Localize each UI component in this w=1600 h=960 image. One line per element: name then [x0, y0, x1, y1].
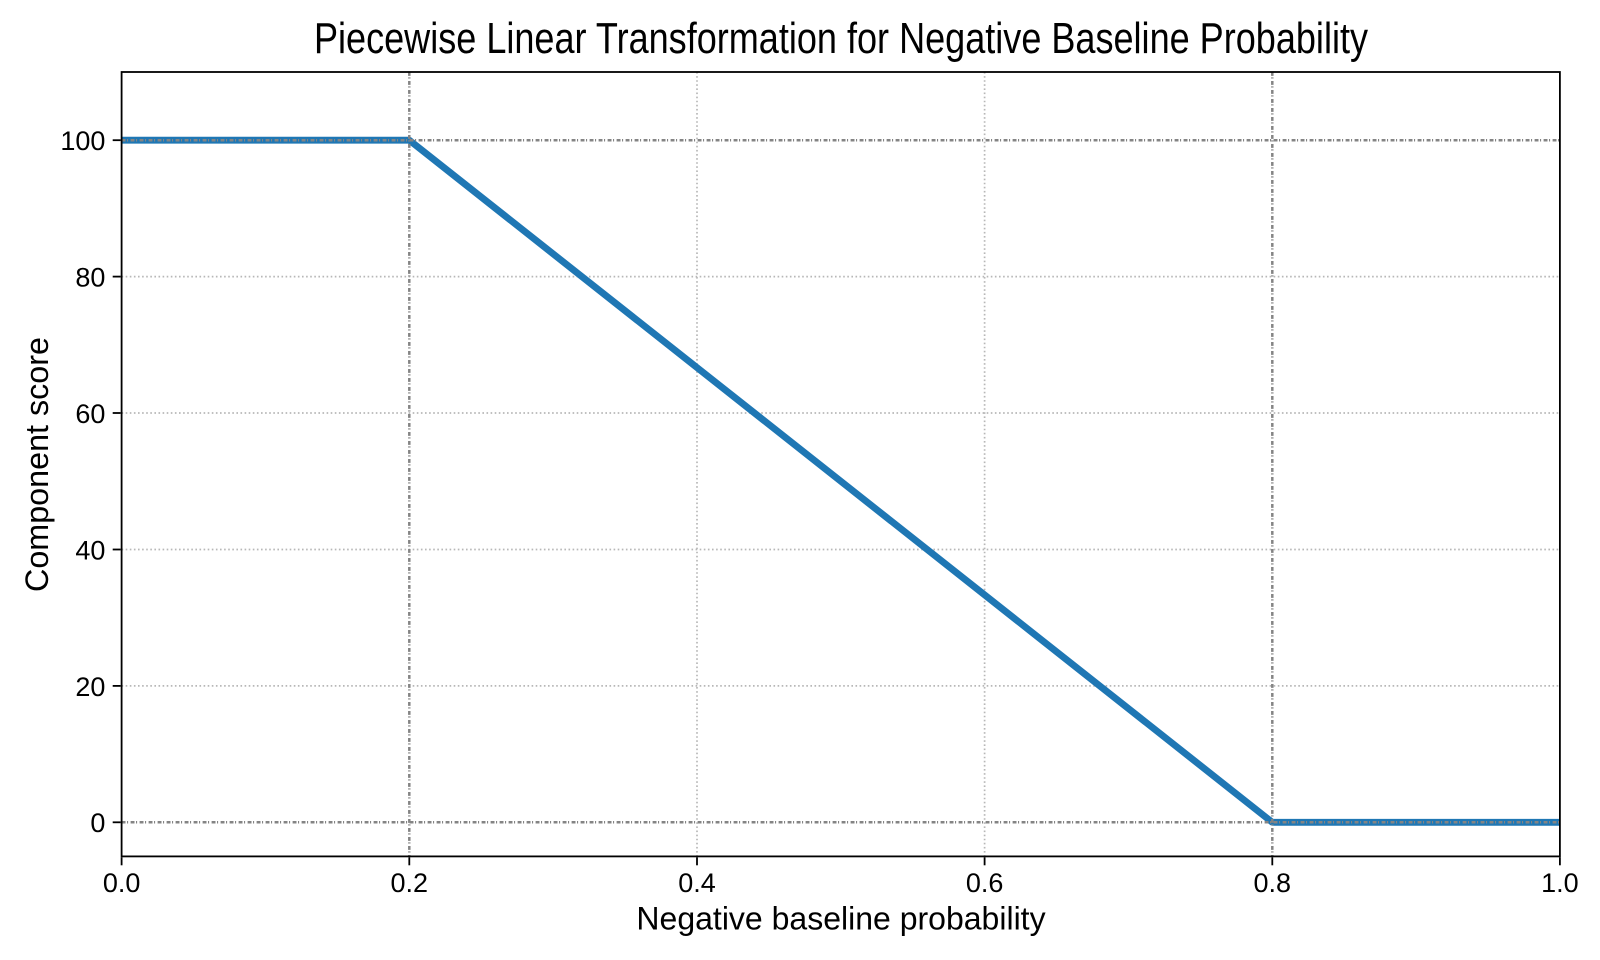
- svg-text:0.2: 0.2: [391, 868, 429, 898]
- svg-text:20: 20: [75, 672, 105, 702]
- svg-text:Component score: Component score: [19, 337, 55, 592]
- svg-text:0.0: 0.0: [103, 868, 141, 898]
- svg-text:60: 60: [75, 399, 105, 429]
- svg-text:1.0: 1.0: [1541, 868, 1579, 898]
- svg-text:0: 0: [90, 808, 105, 838]
- svg-text:40: 40: [75, 535, 105, 565]
- svg-text:0.8: 0.8: [1254, 868, 1292, 898]
- svg-text:100: 100: [60, 126, 105, 156]
- svg-text:0.4: 0.4: [678, 868, 716, 898]
- svg-text:0.6: 0.6: [966, 868, 1004, 898]
- svg-text:Piecewise Linear Transformatio: Piecewise Linear Transformation for Nega…: [314, 14, 1368, 63]
- svg-text:Negative baseline probability: Negative baseline probability: [636, 900, 1045, 936]
- svg-text:80: 80: [75, 262, 105, 292]
